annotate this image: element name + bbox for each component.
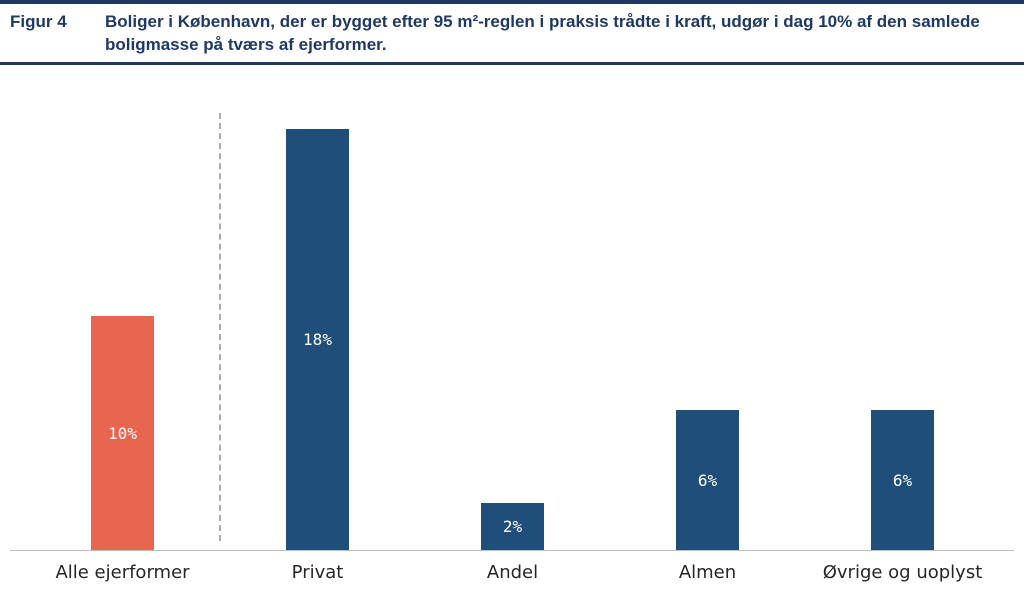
bar-5: 6% bbox=[871, 410, 934, 550]
bar-column-3: 2% bbox=[415, 105, 610, 550]
bar-column-5: 6% bbox=[805, 105, 1000, 550]
bar-value-label: 18% bbox=[303, 330, 332, 349]
bar-value-label: 10% bbox=[108, 423, 137, 443]
category-label: Almen bbox=[678, 562, 737, 583]
figure-title: Boliger i København, der er bygget efter… bbox=[105, 12, 980, 54]
bar-chart: 10% 18% 2% 6% 6% Alle ejerformer Privat Andel A… bbox=[0, 65, 1024, 593]
bar-value-label: 2% bbox=[502, 517, 523, 536]
category-label: Øvrige og uoplyst bbox=[822, 562, 983, 583]
bar-value-label: 6% bbox=[697, 470, 718, 490]
figure-number-label: Figur 4 bbox=[10, 12, 67, 31]
x-axis-category-labels: Alle ejerformer Privat Andel Almen Øvrige og… bbox=[25, 562, 1000, 583]
category-label: Privat bbox=[291, 562, 344, 583]
bar-value-label: 6% bbox=[892, 470, 913, 490]
bar-4: 6% bbox=[676, 410, 739, 550]
figure-header: Figur 4 Boliger i København, der er bygg… bbox=[0, 0, 1024, 65]
bar-1: 10% bbox=[91, 316, 154, 550]
bar-column-4: 6% bbox=[610, 105, 805, 550]
bar-2: 18% bbox=[286, 129, 349, 550]
bar-column-2: 18% bbox=[220, 105, 415, 550]
bar-column-1: 10% bbox=[25, 105, 220, 550]
dashed-separator-line bbox=[219, 113, 221, 541]
bar-plot-area: 10% 18% 2% 6% 6% bbox=[25, 105, 1000, 550]
bar-3: 2% bbox=[481, 503, 544, 550]
category-label: Alle ejerformer bbox=[55, 562, 190, 583]
x-axis-line bbox=[10, 550, 1014, 551]
category-label: Andel bbox=[486, 562, 539, 583]
